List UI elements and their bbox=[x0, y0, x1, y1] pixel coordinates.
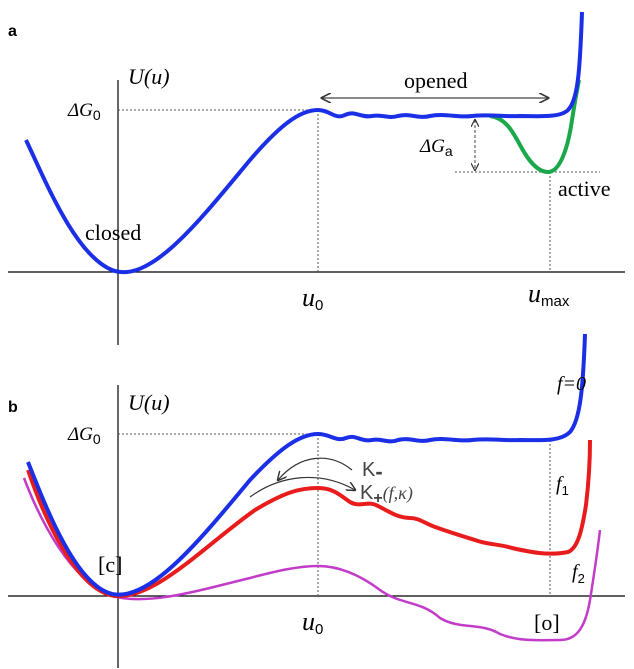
panel-b-k-plus-arrow bbox=[249, 476, 355, 498]
panel-a-opened-label: opened bbox=[404, 68, 468, 93]
panel-a-active-curve bbox=[489, 79, 581, 175]
panel-a-ylabel: U(u) bbox=[128, 64, 170, 89]
panel-a-delta-ga: ΔGa bbox=[419, 136, 453, 159]
panel-b-state-o: [o] bbox=[534, 610, 560, 635]
panel-b-k-minus: K- bbox=[362, 459, 383, 484]
panel-b-f1-label: f1 bbox=[556, 473, 569, 498]
panel-b-f2-label: f2 bbox=[572, 561, 585, 586]
panel-b-f0-label: f=0 bbox=[557, 373, 586, 395]
panel-a-tick-umax: umax bbox=[528, 279, 570, 310]
panel-b-delta-g0: ΔG0 bbox=[67, 424, 101, 447]
panel-b-letter: b bbox=[8, 399, 18, 416]
panel-b-tick-u0: u0 bbox=[302, 607, 323, 638]
panel-b-f1-curve bbox=[26, 439, 592, 599]
panel-b-k-minus-arrow bbox=[278, 457, 353, 480]
panel-a-closed-label: closed bbox=[85, 220, 141, 245]
panel-a-active-label: active bbox=[558, 176, 611, 201]
panel-b-ylabel: U(u) bbox=[128, 390, 170, 415]
panel-b-f0-curve bbox=[26, 333, 587, 597]
panel-b-state-c: [c] bbox=[98, 552, 122, 577]
panel-b: b U(u) ΔG0 K- K+(f,κ) f=0 f1 bbox=[8, 333, 625, 668]
panel-a-delta-g0: ΔG0 bbox=[67, 100, 101, 123]
panel-b-k-plus: K+(f,κ) bbox=[360, 482, 413, 507]
panel-b-f2-curve bbox=[22, 477, 602, 642]
panel-a-tick-u0: u0 bbox=[302, 283, 323, 314]
panel-a-letter: a bbox=[8, 23, 17, 40]
panel-a: a U(u) ΔG0 ΔGa opened closed active u0 bbox=[8, 11, 625, 345]
panel-a-blue-curve bbox=[24, 11, 584, 274]
